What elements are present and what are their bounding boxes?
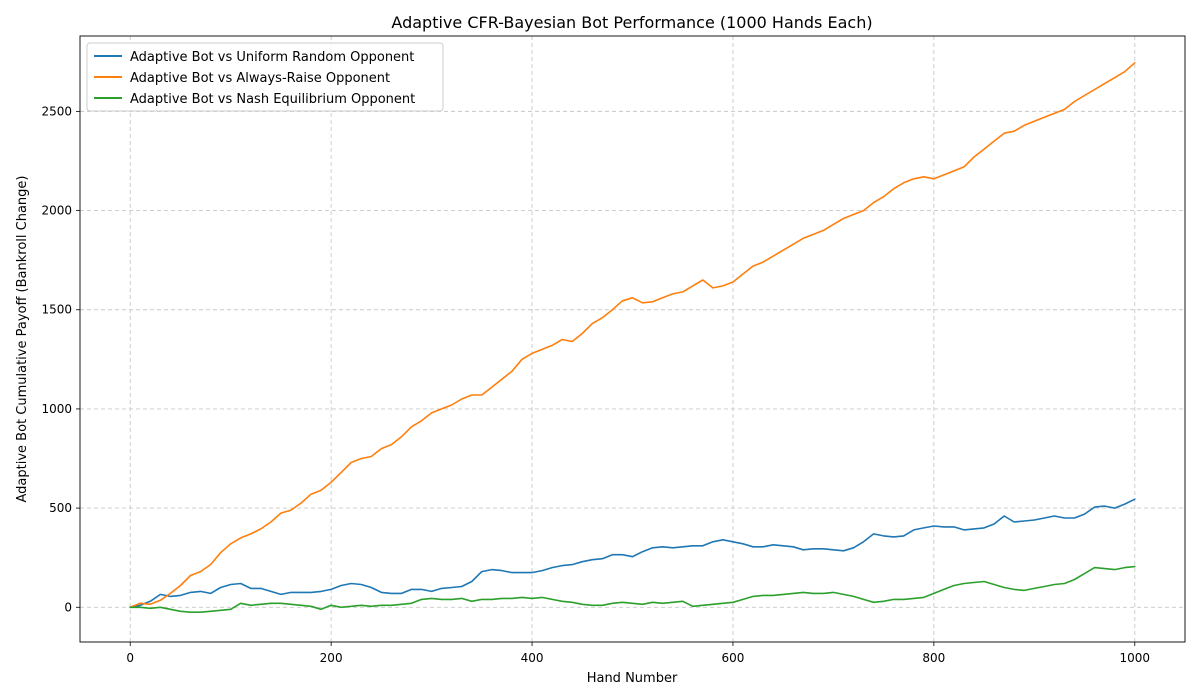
x-tick-label: 200: [320, 651, 343, 665]
legend-label-3: Adaptive Bot vs Nash Equilibrium Opponen…: [130, 92, 415, 107]
x-tick-label: 400: [521, 651, 544, 665]
legend-box: [86, 42, 444, 112]
x-tick-label: 600: [722, 651, 745, 665]
chart-title: Adaptive CFR-Bayesian Bot Performance (1…: [391, 13, 872, 32]
y-tick-label: 2000: [41, 204, 72, 218]
y-tick-label: 500: [49, 501, 72, 515]
legend-label-1: Adaptive Bot vs Uniform Random Opponent: [130, 50, 414, 65]
legend-label-2: Adaptive Bot vs Always-Raise Opponent: [130, 71, 390, 86]
series-line-2: [129, 62, 1136, 609]
y-axis-ticks: 0 500 1000 1500 2000 2500: [41, 104, 80, 614]
y-tick-label: 1000: [41, 402, 72, 416]
y-tick-label: 0: [64, 600, 72, 614]
series-line-1: [129, 498, 1136, 609]
plot-series: [129, 62, 1136, 613]
series-line-3: [129, 565, 1136, 613]
plot-frame: [79, 35, 1186, 643]
x-tick-label: 1000: [1119, 651, 1150, 665]
legend: Adaptive Bot vs Uniform Random Opponent A…: [86, 42, 444, 112]
x-tick-label: 0: [126, 651, 134, 665]
x-tick-label: 800: [922, 651, 945, 665]
y-axis-label: Adaptive Bot Cumulative Payoff (Bankroll…: [15, 176, 30, 503]
y-tick-label: 2500: [41, 104, 72, 118]
grid-lines: [80, 36, 1185, 642]
x-axis-label: Hand Number: [587, 671, 678, 686]
x-axis-ticks: 0 200 400 600 800 1000: [126, 642, 1150, 665]
y-tick-label: 1500: [41, 303, 72, 317]
